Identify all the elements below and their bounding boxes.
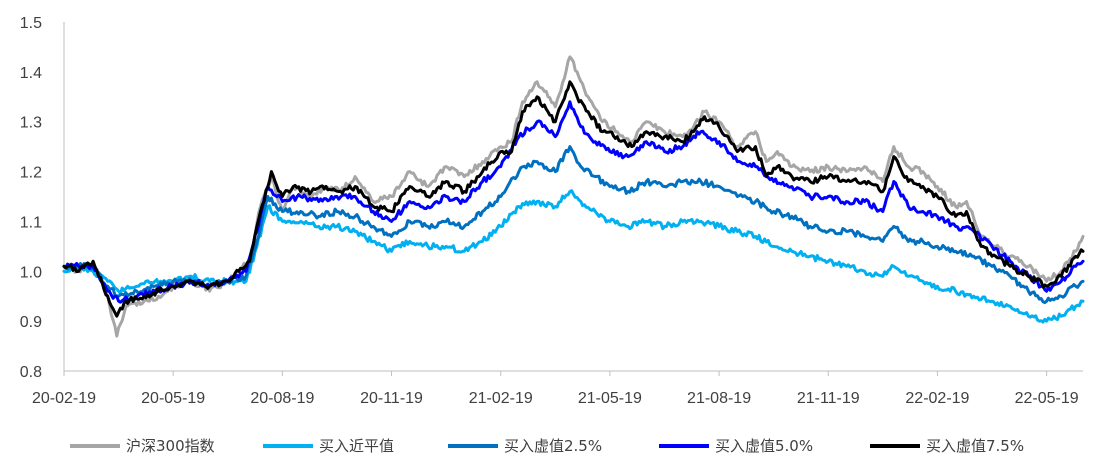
legend-label: 买入虚值7.5%	[926, 437, 1024, 455]
y-tick-label: 0.9	[20, 314, 42, 331]
x-tick-label: 21-05-19	[578, 390, 642, 407]
axes	[63, 22, 1083, 372]
x-tick-label: 22-05-19	[1015, 390, 1079, 407]
y-tick-label: 0.8	[20, 364, 42, 381]
series-line	[62, 189, 1085, 324]
series-layer	[62, 55, 1085, 338]
y-tick-label: 1.0	[20, 264, 42, 281]
y-tick-label: 1.4	[20, 65, 42, 82]
series-line	[62, 80, 1085, 318]
legend-label: 买入虚值5.0%	[715, 437, 813, 455]
y-tick-label: 1.5	[20, 15, 42, 32]
x-axis: 20-02-19 20-05-19 20-08-19 20-11-19 21-02-19…	[32, 371, 1079, 407]
x-tick-label: 21-08-19	[687, 390, 751, 407]
legend-label: 买入虚值2.5%	[504, 437, 602, 455]
x-tick-label: 20-02-19	[32, 390, 96, 407]
legend-label: 买入近平值	[319, 437, 394, 455]
x-tick-label: 21-11-19	[797, 390, 860, 407]
legend: 沪深300指数 买入近平值 买入虚值2.5% 买入虚值5.0% 买入虚值7.5%	[70, 437, 1024, 455]
legend-label: 沪深300指数	[126, 437, 215, 455]
y-axis: 0.8 0.9 1.0 1.1 1.2 1.3 1.4 1.5	[20, 15, 42, 381]
x-tick-label: 20-08-19	[250, 390, 314, 407]
y-tick-label: 1.3	[20, 115, 42, 132]
series-line	[62, 100, 1085, 304]
x-tick-label: 20-05-19	[141, 390, 205, 407]
x-tick-label: 22-02-19	[905, 390, 969, 407]
y-tick-label: 1.1	[20, 214, 42, 231]
x-tick-label: 21-02-19	[469, 390, 533, 407]
x-tick-label: 20-11-19	[360, 390, 423, 407]
series-line	[62, 145, 1085, 305]
y-tick-label: 1.2	[20, 165, 42, 182]
